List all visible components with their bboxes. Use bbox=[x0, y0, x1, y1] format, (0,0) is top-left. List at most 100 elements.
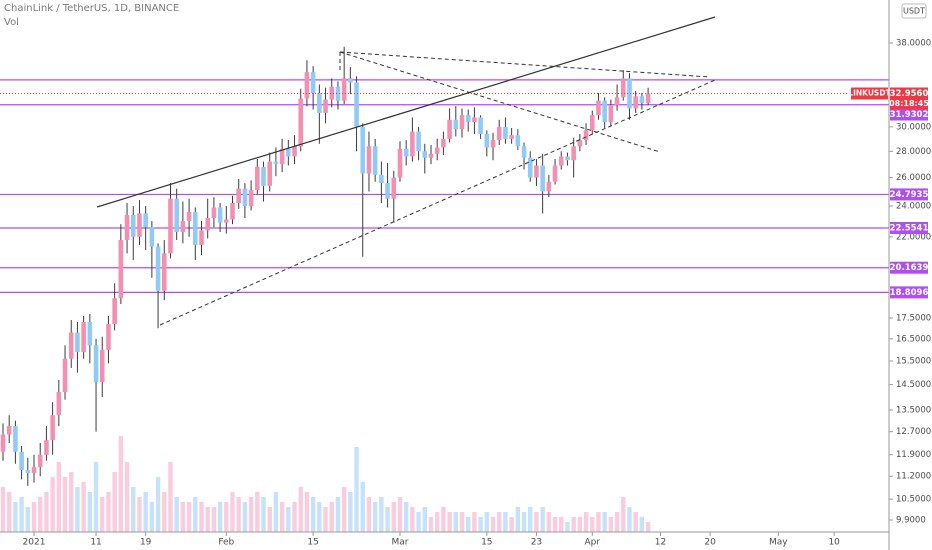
candle-body bbox=[137, 213, 142, 237]
price-axis-bg bbox=[889, 0, 932, 550]
y-tick-label: 11.9000 bbox=[896, 450, 931, 460]
volume-bar bbox=[478, 517, 483, 532]
volume-bar bbox=[56, 462, 62, 532]
candle-body bbox=[186, 211, 192, 222]
level-label: 22.5541 bbox=[890, 223, 929, 233]
volume-bar bbox=[13, 502, 18, 532]
volume-bar bbox=[162, 492, 167, 532]
candle-body bbox=[205, 217, 210, 231]
candle-body bbox=[540, 165, 545, 192]
volume-bar bbox=[93, 462, 99, 532]
volume-bar bbox=[50, 477, 55, 532]
candle-body bbox=[298, 98, 304, 147]
level-label: 18.8096 bbox=[890, 288, 929, 298]
candle-body bbox=[118, 240, 124, 299]
level-label-box bbox=[890, 108, 928, 121]
volume-bar bbox=[453, 512, 459, 532]
candle-body bbox=[62, 358, 68, 393]
candle-body bbox=[310, 72, 316, 94]
candle-body bbox=[453, 119, 459, 130]
level-label-box bbox=[890, 261, 928, 274]
volume-bar bbox=[428, 517, 434, 532]
y-tick-label: 12.7000 bbox=[896, 427, 931, 437]
volume-bar bbox=[0, 487, 6, 532]
volume-bar bbox=[528, 507, 533, 532]
candle-body bbox=[589, 115, 595, 131]
symbol-label: LINKUSDT bbox=[848, 89, 891, 98]
candle-body bbox=[348, 78, 353, 83]
volume-bar bbox=[106, 492, 111, 532]
candle-body bbox=[515, 135, 521, 147]
candle-body bbox=[44, 440, 49, 455]
candle-body bbox=[465, 115, 471, 123]
candle-body bbox=[620, 78, 626, 98]
volume-bar bbox=[87, 492, 93, 532]
volume-bar bbox=[552, 517, 558, 532]
candle-body bbox=[602, 100, 607, 123]
volume-bar bbox=[44, 492, 49, 532]
volume-bar bbox=[124, 462, 130, 532]
candle-body bbox=[56, 392, 62, 416]
candle-layer bbox=[0, 46, 889, 486]
trend-line-dashed bbox=[339, 51, 711, 78]
volume-bar bbox=[174, 497, 179, 532]
candle-body bbox=[224, 219, 229, 223]
currency-box[interactable] bbox=[901, 3, 927, 19]
candle-body bbox=[174, 198, 179, 233]
volume-bar bbox=[403, 502, 409, 532]
candle-body bbox=[255, 166, 260, 191]
candle-body bbox=[292, 146, 297, 157]
y-tick-label: 26.0000 bbox=[896, 173, 931, 183]
candle-body bbox=[534, 165, 539, 178]
volume-bar bbox=[298, 487, 303, 532]
candle-body bbox=[391, 177, 397, 199]
candle-body bbox=[571, 146, 576, 161]
volume-bar bbox=[267, 507, 272, 532]
volume-bar bbox=[341, 487, 347, 532]
volume-bar bbox=[81, 482, 86, 532]
candle-body bbox=[546, 181, 552, 192]
candle-body bbox=[503, 126, 508, 139]
x-tick-label: 23 bbox=[531, 538, 542, 548]
candle-body bbox=[614, 97, 620, 106]
currency[interactable]: USDT bbox=[903, 7, 925, 16]
trend-line bbox=[96, 16, 716, 208]
candle-body bbox=[372, 146, 378, 175]
candle-body bbox=[434, 147, 440, 154]
volume-bar bbox=[137, 497, 142, 532]
volume-bar bbox=[509, 517, 514, 532]
volume-bar bbox=[633, 512, 638, 532]
volume-bar bbox=[186, 502, 192, 532]
y-tick-label: 14.5000 bbox=[896, 380, 931, 390]
level-label: 20.1639 bbox=[890, 263, 929, 273]
volume-bar bbox=[112, 472, 117, 532]
candle-body bbox=[639, 96, 645, 103]
candle-body bbox=[354, 82, 359, 127]
candle-body bbox=[68, 332, 74, 359]
last-price-label: 32.9560 bbox=[890, 89, 929, 99]
volume-bar bbox=[583, 512, 589, 532]
volume-bar bbox=[559, 517, 564, 532]
y-tick-label: 15.5000 bbox=[896, 357, 931, 367]
volume-bar bbox=[205, 507, 210, 532]
candle-body bbox=[0, 434, 6, 452]
volume-bar bbox=[434, 512, 440, 532]
candle-body bbox=[230, 203, 235, 220]
x-tick-label: Apr bbox=[584, 538, 600, 548]
volume-bar bbox=[279, 502, 285, 532]
volume-bar bbox=[217, 502, 223, 532]
volume-bar bbox=[335, 497, 341, 532]
volume-bar bbox=[416, 512, 421, 532]
volume-bar bbox=[422, 507, 427, 532]
volume-bar bbox=[410, 507, 415, 532]
candle-body bbox=[317, 93, 322, 113]
level-label: 24.7935 bbox=[890, 190, 929, 200]
volume-bar bbox=[590, 517, 595, 532]
volume-bar bbox=[571, 517, 576, 532]
volume-bar bbox=[614, 512, 620, 532]
y-tick-label: 9.9000 bbox=[896, 515, 926, 525]
volume-bar bbox=[577, 517, 583, 532]
volume-bar bbox=[7, 492, 12, 532]
candle-body bbox=[410, 131, 415, 157]
